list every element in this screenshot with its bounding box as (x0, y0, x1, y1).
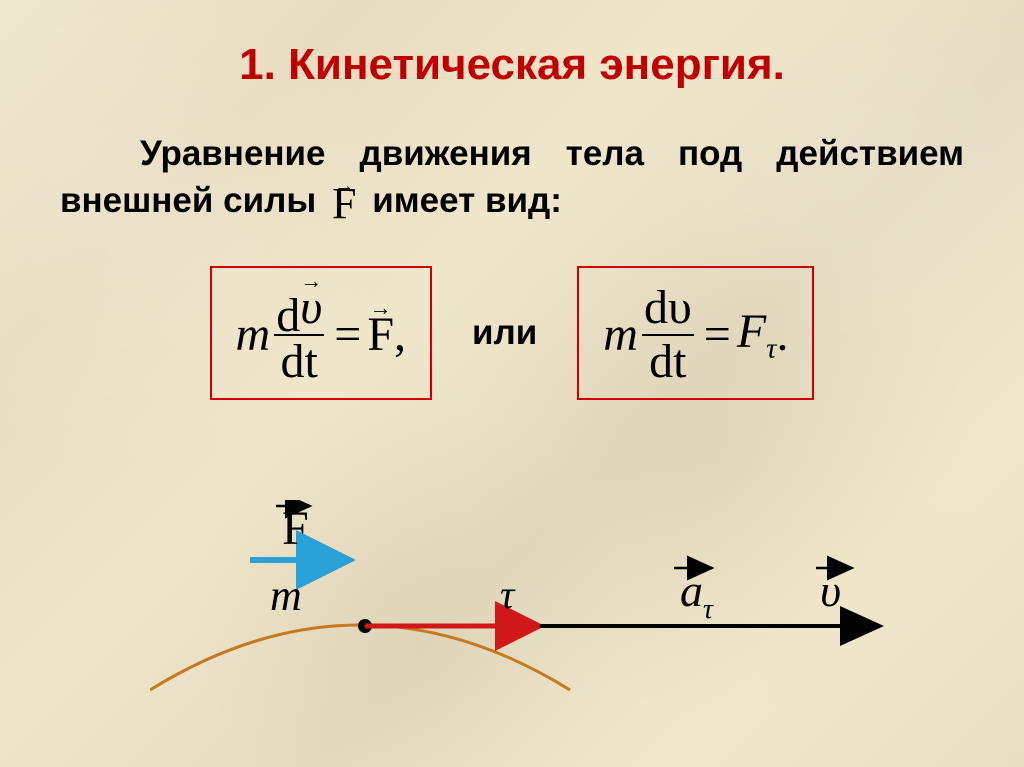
slide-title: 1. Кинетическая энергия. (0, 0, 1024, 90)
mass-label: m (270, 571, 302, 620)
eq1-m: m (236, 311, 271, 359)
tau-label: τ (500, 572, 516, 617)
svg-text:aτ: aτ (680, 565, 714, 625)
acceleration-label: aτ (674, 565, 714, 625)
vector-arrow-icon: → (300, 270, 322, 292)
eq2-fraction: dυ dt (642, 282, 694, 388)
force-label: F (282, 502, 309, 555)
trajectory-curve (150, 625, 570, 690)
intro-paragraph: Уравнение движения тела под действием вн… (0, 90, 1024, 226)
vector-arrow-icon: → (370, 297, 392, 319)
svg-text:υ: υ (820, 565, 841, 616)
para-post: имеет вид: (372, 181, 562, 220)
eq2-rhs: Fτ (737, 308, 777, 363)
eq1-fraction: d → υ dt (274, 282, 324, 388)
equation-row: m d → υ dt = → F , или m dυ dt (0, 266, 1024, 400)
equation-2: m dυ dt = Fτ . (577, 266, 814, 400)
eq2-dot: . (776, 311, 788, 359)
eq1-rhs-vec: → F (367, 311, 394, 359)
eq1-den: dt (279, 336, 320, 388)
trajectory-diagram: F m τ aτ υ (150, 500, 900, 720)
eq1-equals: = (334, 311, 361, 359)
eq1-comma: , (394, 311, 406, 359)
velocity-label: υ (816, 565, 852, 616)
force-vector-inline: → F (326, 182, 362, 226)
eq2-equals: = (704, 311, 731, 359)
slide: 1. Кинетическая энергия. Уравнение движе… (0, 0, 1024, 767)
eq2-num: dυ (642, 282, 694, 336)
eq2-m: m (603, 311, 638, 359)
eq2-den: dt (647, 336, 688, 388)
equation-connector: или (472, 313, 537, 353)
vector-arrow-icon: → (334, 176, 354, 196)
equation-1: m d → υ dt = → F , (210, 266, 432, 400)
